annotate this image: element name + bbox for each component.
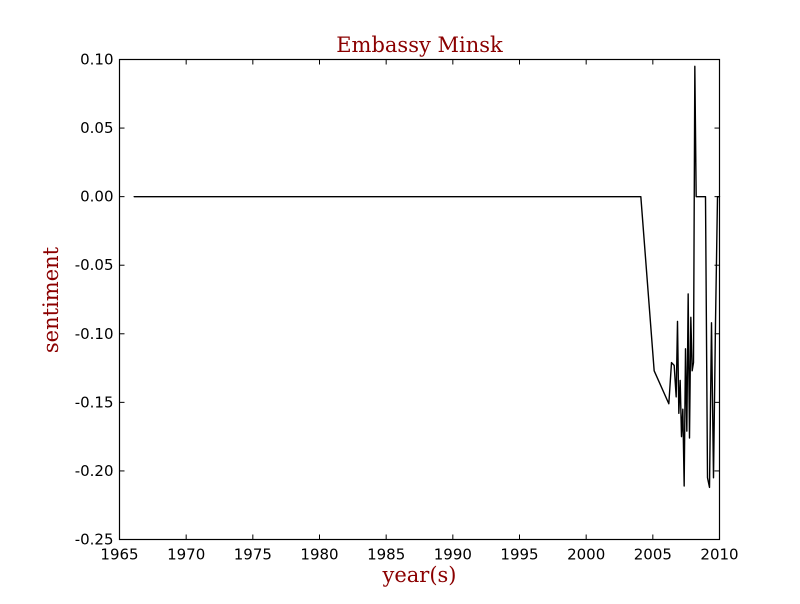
series-layer	[133, 65, 721, 489]
x-tick-label: 2000	[567, 546, 605, 564]
x-tick-label: 1975	[234, 546, 272, 564]
y-tick-label: 0.00	[80, 188, 113, 206]
x-tick-label: 1970	[167, 546, 205, 564]
x-tick-label: 1990	[434, 546, 472, 564]
x-tick-label: 2005	[634, 546, 672, 564]
x-tick-label: 2010	[700, 546, 738, 564]
plot-frame	[118, 58, 721, 541]
series-line-0	[133, 65, 721, 489]
y-tick-label: 0.05	[80, 119, 113, 137]
y-tick-label: -0.25	[75, 531, 114, 549]
y-tick-label: -0.20	[75, 462, 114, 480]
y-axis-ticks: 0.10 0.05 0.00 -0.05 -0.10 -0.15 -0.20 -0.25	[75, 51, 720, 549]
y-tick-label: -0.15	[75, 393, 114, 411]
y-tick-label: -0.10	[75, 325, 114, 343]
y-tick-label: -0.05	[75, 256, 114, 274]
chart-title: Embassy Minsk	[336, 33, 503, 57]
x-tick-label: 1965	[100, 546, 138, 564]
y-axis-label: sentiment	[39, 246, 63, 353]
x-tick-label: 1980	[300, 546, 338, 564]
x-tick-label: 1985	[367, 546, 405, 564]
x-tick-label: 1995	[500, 546, 538, 564]
x-axis-label: year(s)	[381, 563, 456, 587]
y-tick-label: 0.10	[80, 51, 113, 69]
x-axis-ticks: 1965 1970 1975 1980 1985 1990 1995 2000 2005 2010	[100, 59, 739, 564]
